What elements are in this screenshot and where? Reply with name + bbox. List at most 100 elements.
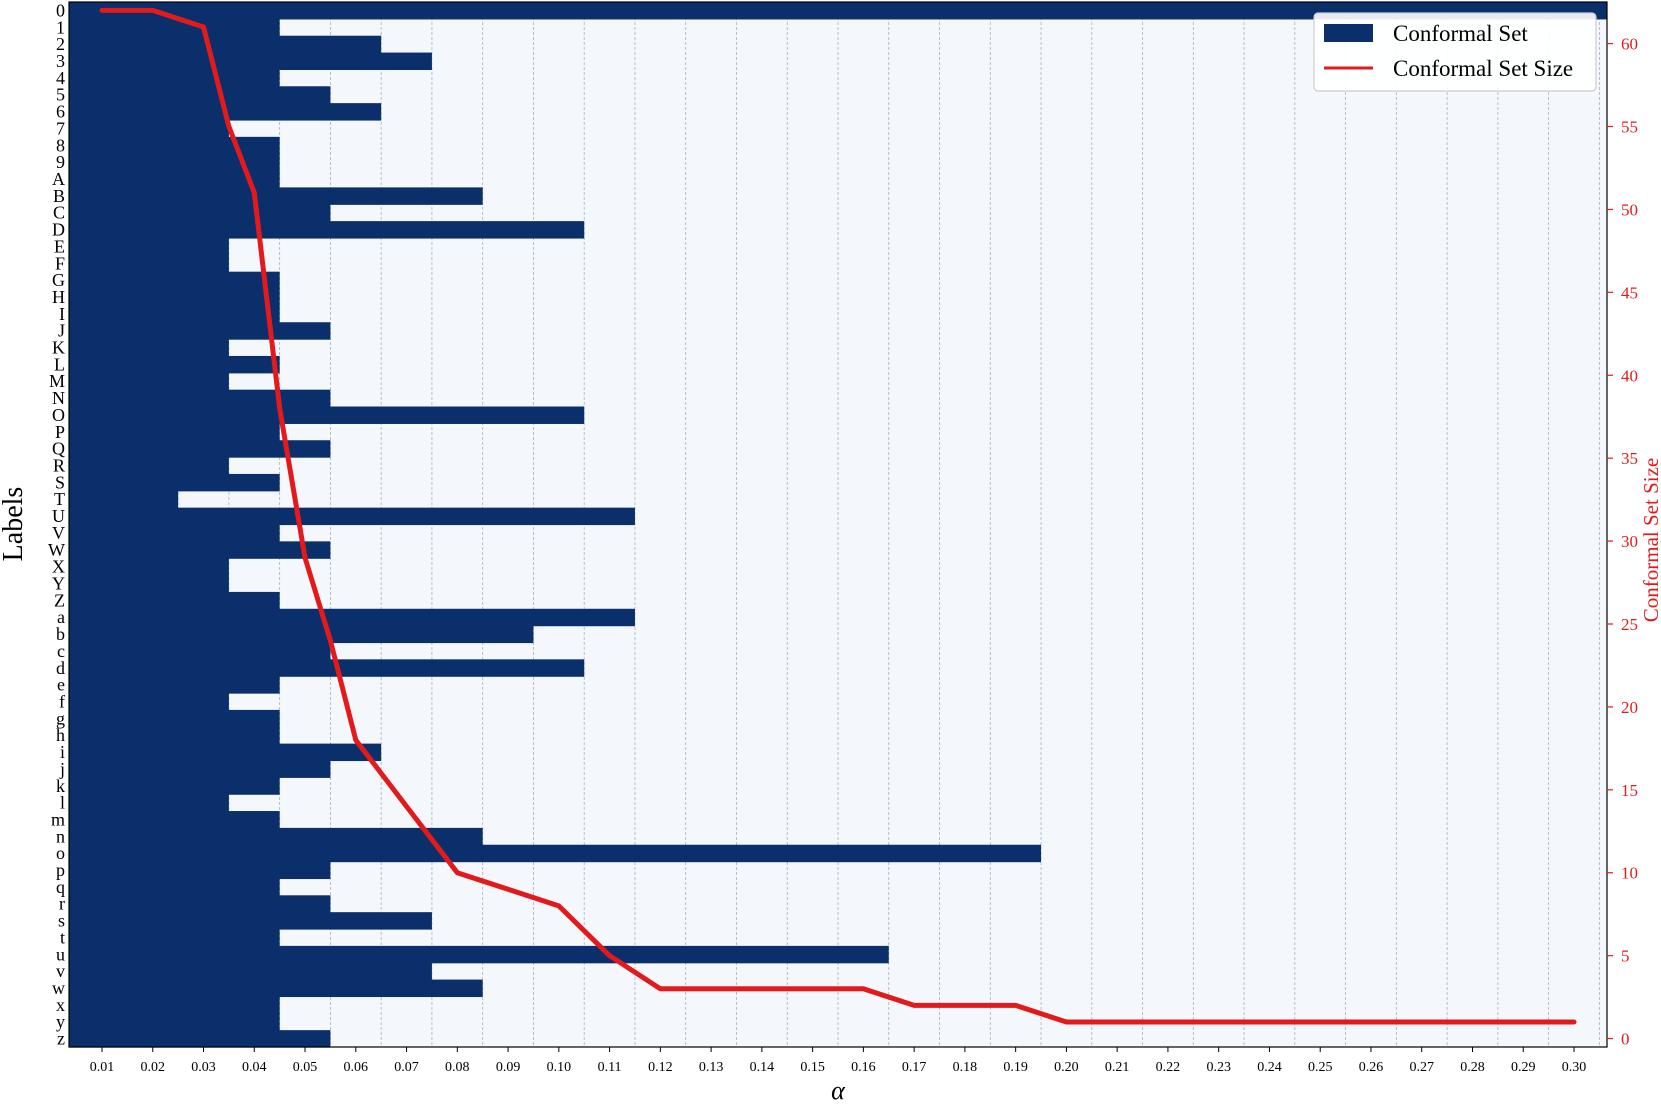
- y-tick-label: P: [55, 422, 65, 442]
- y-tick-label: r: [59, 894, 65, 914]
- set-row-q: [69, 878, 280, 896]
- legend-swatch-conformal-set: [1324, 24, 1373, 42]
- set-row-E: [69, 237, 229, 256]
- set-row-e: [69, 676, 280, 694]
- y-tick-label: i: [60, 742, 65, 762]
- y-tick-label: 8: [56, 135, 65, 155]
- set-row-u: [69, 945, 889, 964]
- legend-label-conformal-set: Conformal Set: [1393, 21, 1528, 46]
- x-tick-label: 0.03: [191, 1060, 216, 1075]
- set-row-Y: [69, 575, 229, 593]
- y-tick-label: R: [53, 456, 65, 476]
- set-row-i: [69, 743, 382, 762]
- set-row-y: [69, 1013, 280, 1031]
- y-tick-label: f: [59, 691, 65, 711]
- set-row-U: [69, 507, 635, 526]
- set-row-l: [69, 794, 229, 812]
- set-row-C: [69, 204, 331, 222]
- y2-tick-label: 35: [1621, 449, 1638, 468]
- y-tick-label: V: [52, 523, 65, 543]
- legend-label-conformal-set-size: Conformal Set Size: [1393, 56, 1573, 81]
- set-row-f: [69, 693, 229, 711]
- x-tick-label: 0.01: [90, 1060, 115, 1075]
- x-tick-label: 0.10: [547, 1060, 572, 1075]
- y-tick-label: 5: [56, 85, 65, 105]
- y-tick-label: 1: [56, 17, 65, 37]
- y-tick-label: G: [52, 270, 65, 290]
- y2-tick-label: 10: [1621, 864, 1638, 883]
- set-row-L: [69, 355, 280, 374]
- y2-tick-label: 20: [1621, 698, 1638, 717]
- set-row-3: [69, 52, 432, 71]
- set-row-p: [69, 861, 331, 880]
- set-row-T: [69, 490, 179, 509]
- set-row-P: [69, 423, 280, 441]
- y-tick-label: 4: [56, 68, 65, 88]
- legend-box: [1313, 12, 1597, 92]
- y2-tick-label: 60: [1621, 35, 1638, 54]
- x-tick-label: 0.28: [1460, 1060, 1485, 1075]
- x-tick-label: 0.23: [1206, 1060, 1231, 1075]
- y-tick-label: 7: [56, 118, 65, 138]
- set-row-V: [69, 524, 280, 542]
- x-tick-label: 0.16: [851, 1060, 876, 1075]
- conformal-set-cells: [69, 2, 1607, 1048]
- set-row-O: [69, 406, 585, 424]
- y-tick-label: p: [56, 860, 65, 880]
- y-tick-labels: 0123456789ABCDEFGHIJKLMNOPQRSTUVWXYZabcd…: [48, 0, 65, 1048]
- y-tick-label: C: [53, 203, 65, 223]
- y-tick-label: F: [55, 253, 65, 273]
- y-tick-label: l: [60, 793, 65, 813]
- y-tick-label: O: [52, 405, 65, 425]
- y-tick-label: v: [56, 961, 65, 981]
- y-tick-label: u: [56, 944, 65, 964]
- y2-tick-label: 40: [1621, 366, 1638, 385]
- set-row-1: [69, 18, 280, 37]
- set-row-n: [69, 827, 483, 846]
- set-row-J: [69, 322, 331, 340]
- y-tick-label: g: [56, 708, 65, 728]
- set-row-W: [69, 541, 331, 559]
- y-tick-label: B: [53, 186, 65, 206]
- y2-tick-label: 50: [1621, 200, 1638, 219]
- y-tick-label: M: [49, 371, 65, 391]
- y-tick-label: L: [54, 354, 65, 374]
- y-tick-label: m: [51, 809, 65, 829]
- set-row-Q: [69, 440, 331, 458]
- set-row-o: [69, 844, 1042, 863]
- x-tick-label: 0.08: [445, 1060, 470, 1075]
- y2-tick-label: 25: [1621, 615, 1638, 634]
- y-tick-label: b: [56, 624, 65, 644]
- y-tick-label: z: [57, 1029, 65, 1049]
- y-tick-label: T: [54, 489, 65, 509]
- y-tick-label: 2: [56, 34, 65, 54]
- y-tick-label: I: [59, 304, 65, 324]
- x-tick-label: 0.19: [1003, 1060, 1028, 1075]
- y-tick-label: y: [56, 1012, 65, 1032]
- set-row-I: [69, 305, 280, 323]
- y-tick-label: S: [55, 472, 65, 492]
- x-tick-labels: 0.01 0.02 0.03 0.04 0.05 0.06 0.07 0.08 0.09 0.10…: [90, 1047, 1587, 1075]
- y-tick-label: W: [48, 540, 65, 560]
- set-row-9: [69, 153, 280, 172]
- x-tick-label: 0.30: [1562, 1060, 1587, 1075]
- set-row-k: [69, 777, 280, 795]
- y-tick-label: K: [52, 338, 65, 358]
- x-tick-label: 0.05: [293, 1060, 318, 1075]
- y-tick-label: w: [52, 978, 65, 998]
- x-tick-label: 0.24: [1257, 1060, 1282, 1075]
- x-tick-label: 0.26: [1359, 1060, 1384, 1075]
- set-row-0: [69, 2, 1607, 20]
- y-tick-label: 0: [56, 0, 65, 20]
- x-tick-label: 0.21: [1105, 1060, 1130, 1075]
- y-tick-label: q: [56, 877, 65, 897]
- y-tick-label: H: [52, 287, 65, 307]
- plot-frame: [68, 1, 1608, 1048]
- y-tick-label: A: [52, 169, 65, 189]
- y2-axis-label: Conformal Set Size: [1639, 458, 1661, 622]
- y-tick-label: h: [56, 725, 65, 745]
- x-tick-label: 0.04: [242, 1060, 267, 1075]
- set-row-j: [69, 760, 331, 778]
- y-tick-label: c: [57, 641, 65, 661]
